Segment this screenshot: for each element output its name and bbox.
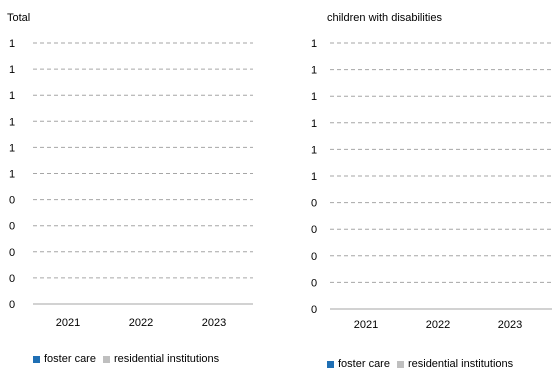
legend-item-residential-institutions: residential institutions: [396, 358, 514, 370]
y-tick-label: 0: [311, 251, 317, 263]
legend: foster care residential institutions: [33, 353, 226, 365]
legend-item-residential-institutions: residential institutions: [102, 353, 220, 365]
y-tick-label: 1: [9, 64, 15, 76]
y-tick-label: 0: [9, 221, 15, 233]
y-tick-label: 1: [9, 38, 15, 50]
y-tick-label: 0: [9, 247, 15, 259]
plot-area: 0 0 0 0 0 1 1 1 1 1 1 2021 2022 2023: [311, 38, 552, 331]
y-tick-label: 1: [311, 65, 317, 77]
y-tick-label: 1: [311, 38, 317, 50]
y-tick-label: 0: [311, 277, 317, 289]
y-tick-label: 0: [311, 304, 317, 316]
legend-swatch-foster-care: [33, 355, 40, 363]
y-tick-label: 1: [311, 91, 317, 103]
legend-swatch-foster-care: [327, 360, 334, 368]
chart-title: children with disabilities: [327, 12, 442, 24]
y-tick-label: 1: [311, 171, 317, 183]
x-tick-label: 2023: [498, 319, 522, 331]
x-tick-label: 2021: [56, 317, 80, 329]
legend-item-foster-care: foster care: [33, 353, 96, 365]
y-tick-label: 1: [311, 118, 317, 130]
chart-total: Total 0 0 0 0 0 1 1 1 1 1 1 2021 2022 2023 foster car…: [7, 12, 253, 365]
chart-title: Total: [7, 12, 31, 24]
y-tick-label: 1: [9, 142, 15, 154]
legend-label: residential institutions: [407, 358, 514, 370]
legend-swatch-residential-institutions: [396, 360, 404, 368]
y-tick-label: 1: [9, 116, 15, 128]
y-tick-label: 1: [311, 144, 317, 156]
y-tick-label: 0: [311, 198, 317, 210]
plot-area: 0 0 0 0 0 1 1 1 1 1 1 2021 2022 2023: [9, 38, 253, 329]
x-tick-label: 2022: [426, 319, 450, 331]
legend-swatch-residential-institutions: [102, 355, 110, 363]
x-tick-label: 2021: [354, 319, 378, 331]
y-tick-label: 1: [9, 90, 15, 102]
chart-children-with-disabilities: children with disabilities 0 0 0 0 0 1 1 1 1 1 1 20…: [290, 0, 556, 370]
y-tick-label: 1: [9, 169, 15, 181]
y-tick-label: 0: [9, 299, 15, 311]
x-tick-label: 2023: [202, 317, 226, 329]
y-tick-label: 0: [311, 224, 317, 236]
x-tick-label: 2022: [129, 317, 153, 329]
y-tick-label: 0: [9, 195, 15, 207]
y-tick-label: 0: [9, 273, 15, 285]
legend-label: foster care: [44, 353, 96, 365]
legend: foster care residential institutions: [327, 358, 520, 370]
legend-item-foster-care: foster care: [327, 358, 390, 370]
legend-label: foster care: [338, 358, 390, 370]
legend-label: residential institutions: [113, 353, 220, 365]
